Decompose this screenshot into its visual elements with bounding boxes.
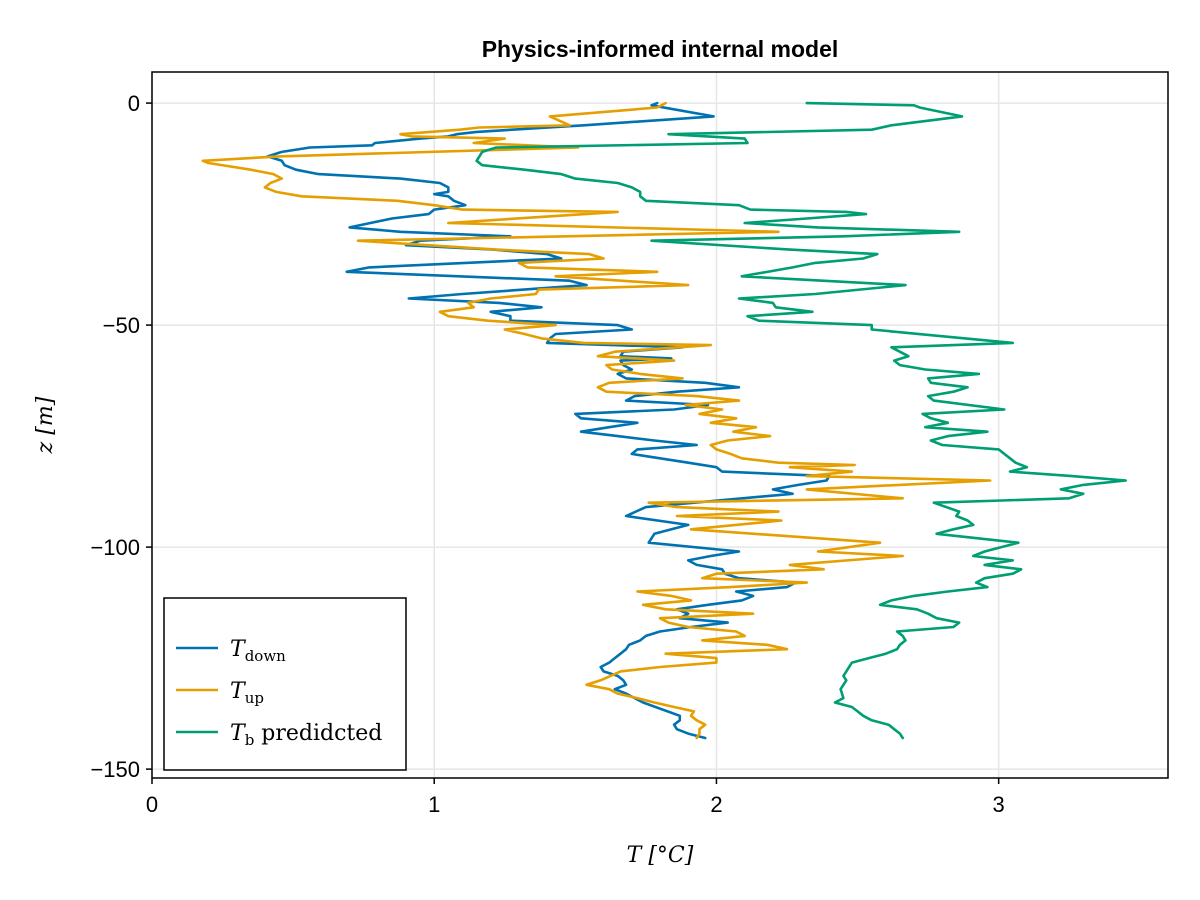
legend-entry: Tb predidcted xyxy=(230,721,382,749)
y-axis-label: z [m] xyxy=(33,396,58,454)
x-tick-label: 0 xyxy=(146,792,158,817)
legend-box xyxy=(163,597,407,771)
legend-entry: Tdown xyxy=(230,637,286,665)
y-tick-label: −100 xyxy=(90,535,140,560)
series-layer xyxy=(201,101,1127,740)
x-tick-label: 3 xyxy=(993,792,1005,817)
x-tick-label: 2 xyxy=(710,792,722,817)
series-line-up xyxy=(201,101,992,740)
chart-title: Physics-informed internal model xyxy=(482,36,839,62)
x-axis-label: T [°C] xyxy=(627,843,694,868)
y-tick-label: −50 xyxy=(103,313,140,338)
y-tick-label: −150 xyxy=(90,757,140,782)
x-tick-label: 1 xyxy=(428,792,440,817)
legend-entry: Tup xyxy=(230,679,264,707)
y-tick-label: 0 xyxy=(128,91,140,116)
legend: Tdown Tup Tb predidcted xyxy=(163,597,407,771)
ticks: 0 1 2 3 0 −50 −100 −150 xyxy=(90,91,1004,817)
series-line-b xyxy=(475,101,1127,740)
plot-frame xyxy=(151,71,1169,779)
